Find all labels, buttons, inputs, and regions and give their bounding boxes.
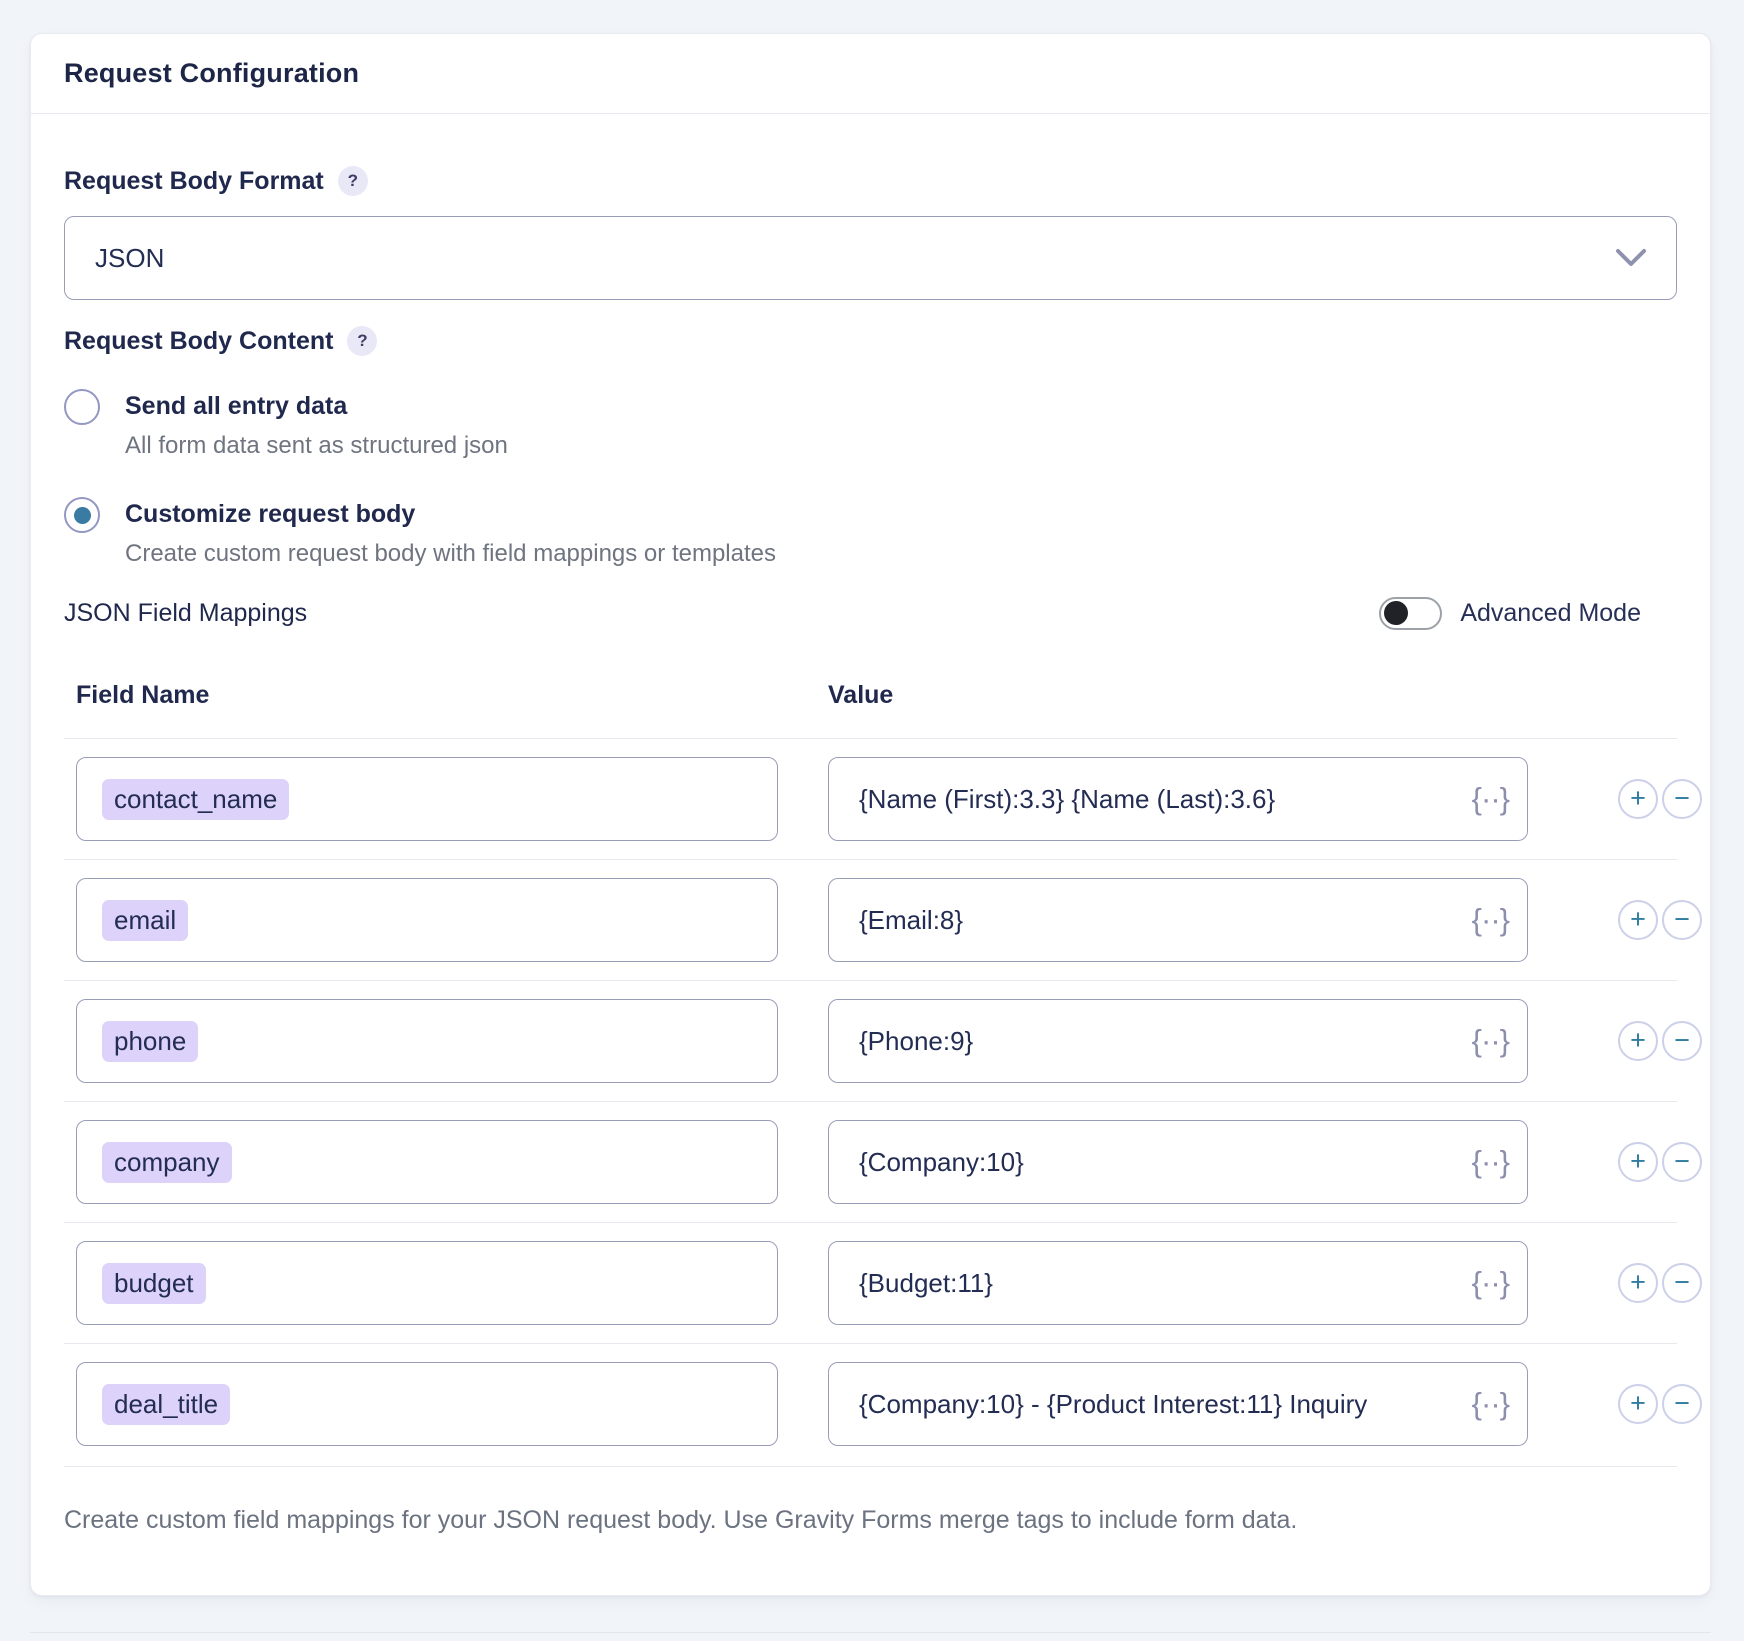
help-icon[interactable]: ? xyxy=(347,326,378,356)
row-separator xyxy=(64,1101,1677,1102)
add-row-button[interactable]: + xyxy=(1618,1021,1658,1061)
add-row-button[interactable]: + xyxy=(1618,1384,1658,1424)
chevron-down-icon xyxy=(1614,247,1648,269)
toggle-knob xyxy=(1384,601,1409,625)
value-text: {Phone:9} xyxy=(859,1025,974,1056)
remove-row-button[interactable]: − xyxy=(1662,1263,1702,1303)
minus-icon: − xyxy=(1674,1387,1690,1418)
plus-icon: + xyxy=(1630,1387,1646,1418)
value-input[interactable]: {Name (First):3.3} {Name (Last):3.6} {··… xyxy=(828,757,1528,841)
plus-icon: + xyxy=(1630,1024,1646,1055)
add-row-button[interactable]: + xyxy=(1618,1263,1658,1303)
column-header-value: Value xyxy=(828,681,894,709)
mapping-row: phone {Phone:9} {··} + − xyxy=(64,999,1702,1083)
mappings-rows: contact_name {Name (First):3.3} {Name (L… xyxy=(64,757,1702,1446)
value-input[interactable]: {Phone:9} {··} xyxy=(828,999,1528,1083)
radio-dot xyxy=(73,506,91,524)
radio-button-customize[interactable] xyxy=(64,497,100,533)
radio-label[interactable]: Customize request body xyxy=(125,500,416,528)
advanced-mode-toggle[interactable] xyxy=(1379,596,1443,630)
field-name-chip: budget xyxy=(102,1262,206,1304)
mapping-row: deal_title {Company:10} - {Product Inter… xyxy=(64,1362,1702,1446)
remove-row-button[interactable]: − xyxy=(1662,1021,1702,1061)
help-icon[interactable]: ? xyxy=(337,166,368,196)
merge-tag-icon[interactable]: {··} xyxy=(1471,1265,1510,1300)
request-configuration-card: Request Configuration Request Body Forma… xyxy=(30,33,1711,1596)
field-name-chip: email xyxy=(102,899,189,941)
request-body-format-label: Request Body Format xyxy=(64,166,324,195)
merge-tag-icon[interactable]: {··} xyxy=(1471,781,1510,816)
mapping-row: contact_name {Name (First):3.3} {Name (L… xyxy=(64,757,1702,841)
value-input[interactable]: {Company:10} {··} xyxy=(828,1120,1528,1204)
radio-button-send-all[interactable] xyxy=(64,389,100,425)
mapping-row: budget {Budget:11} {··} + − xyxy=(64,1241,1702,1325)
radio-option-send-all: Send all entry data All form data sent a… xyxy=(64,389,1677,463)
field-name-chip: company xyxy=(102,1141,232,1183)
card-header: Request Configuration xyxy=(31,34,1710,114)
add-row-button[interactable]: + xyxy=(1618,1142,1658,1182)
field-name-input[interactable]: contact_name xyxy=(76,757,778,841)
value-text: {Company:10} xyxy=(859,1146,1024,1177)
remove-row-button[interactable]: − xyxy=(1662,779,1702,819)
add-row-button[interactable]: + xyxy=(1618,900,1658,940)
radio-label[interactable]: Send all entry data xyxy=(125,392,348,420)
request-body-content-label: Request Body Content xyxy=(64,326,334,355)
field-name-chip: deal_title xyxy=(102,1383,231,1425)
remove-row-button[interactable]: − xyxy=(1662,900,1702,940)
row-separator xyxy=(64,1343,1677,1344)
value-text: {Name (First):3.3} {Name (Last):3.6} xyxy=(859,783,1276,814)
field-name-input[interactable]: email xyxy=(76,878,778,962)
row-separator xyxy=(64,980,1677,981)
value-text: {Company:10} - {Product Interest:11} Inq… xyxy=(859,1388,1368,1419)
value-text: {Email:8} xyxy=(859,904,964,935)
mapping-row: company {Company:10} {··} + − xyxy=(64,1120,1702,1204)
merge-tag-icon[interactable]: {··} xyxy=(1471,1023,1510,1058)
field-name-chip: contact_name xyxy=(102,778,290,820)
remove-row-button[interactable]: − xyxy=(1662,1384,1702,1424)
merge-tag-icon[interactable]: {··} xyxy=(1471,1144,1510,1179)
radio-dot xyxy=(74,399,91,416)
field-name-input[interactable]: phone xyxy=(76,999,778,1083)
minus-icon: − xyxy=(1674,1024,1690,1055)
radio-option-customize: Customize request body Create custom req… xyxy=(64,497,1677,571)
add-row-button[interactable]: + xyxy=(1618,779,1658,819)
plus-icon: + xyxy=(1630,782,1646,813)
value-text: {Budget:11} xyxy=(859,1267,993,1298)
json-field-mappings-label: JSON Field Mappings xyxy=(64,598,308,627)
radio-description: Create custom request body with field ma… xyxy=(125,540,776,567)
mappings-help-text: Create custom field mappings for your JS… xyxy=(64,1506,1298,1534)
remove-row-button[interactable]: − xyxy=(1662,1142,1702,1182)
value-input[interactable]: {Budget:11} {··} xyxy=(828,1241,1528,1325)
plus-icon: + xyxy=(1630,1145,1646,1176)
plus-icon: + xyxy=(1630,1266,1646,1297)
merge-tag-icon[interactable]: {··} xyxy=(1471,1386,1510,1421)
advanced-mode-label: Advanced Mode xyxy=(1460,598,1641,627)
radio-description: All form data sent as structured json xyxy=(125,432,508,459)
minus-icon: − xyxy=(1674,1266,1690,1297)
request-body-format-select[interactable]: JSON xyxy=(64,216,1677,300)
row-separator xyxy=(64,1222,1677,1223)
minus-icon: − xyxy=(1674,903,1690,934)
table-header-divider xyxy=(64,738,1677,739)
minus-icon: − xyxy=(1674,1145,1690,1176)
minus-icon: − xyxy=(1674,782,1690,813)
selected-format-value: JSON xyxy=(95,242,165,273)
next-card-top-edge xyxy=(30,1632,1711,1633)
field-name-input[interactable]: company xyxy=(76,1120,778,1204)
field-name-chip: phone xyxy=(102,1020,199,1062)
row-separator xyxy=(64,859,1677,860)
mappings-table-header: Field Name Value xyxy=(64,681,1677,710)
value-input[interactable]: {Company:10} - {Product Interest:11} Inq… xyxy=(828,1362,1528,1446)
page-title: Request Configuration xyxy=(64,58,360,88)
field-name-input[interactable]: deal_title xyxy=(76,1362,778,1446)
value-input[interactable]: {Email:8} {··} xyxy=(828,878,1528,962)
mapping-row: email {Email:8} {··} + − xyxy=(64,878,1702,962)
card-body: Request Body Format ? JSON Request Body … xyxy=(31,166,1710,1595)
field-name-input[interactable]: budget xyxy=(76,1241,778,1325)
column-header-field-name: Field Name xyxy=(76,681,210,709)
table-footer-divider xyxy=(64,1466,1677,1467)
plus-icon: + xyxy=(1630,903,1646,934)
merge-tag-icon[interactable]: {··} xyxy=(1471,902,1510,937)
